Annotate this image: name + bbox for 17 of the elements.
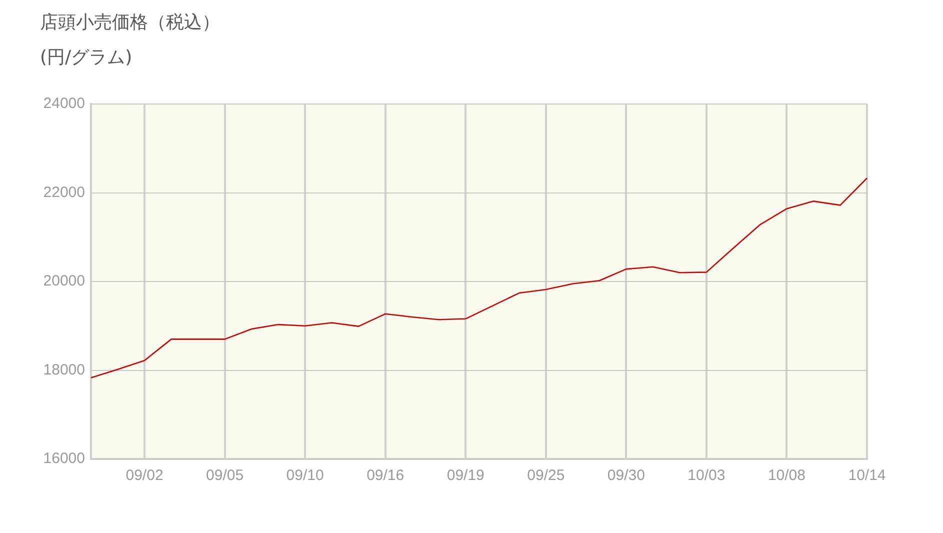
y-tick-label: 24000	[43, 95, 85, 112]
x-tick-label: 09/02	[126, 467, 164, 484]
y-tick-label: 20000	[43, 272, 85, 290]
chart-title: 店頭小売価格（税込）	[40, 11, 220, 34]
x-tick-label: 10/03	[688, 467, 726, 484]
x-tick-label: 09/10	[286, 467, 324, 484]
x-tick-label: 10/14	[848, 467, 886, 484]
x-tick-label: 09/05	[206, 467, 244, 484]
y-tick-label: 22000	[43, 184, 85, 201]
x-tick-label: 10/08	[768, 467, 806, 484]
x-tick-label: 09/19	[446, 467, 484, 484]
x-tick-label: 09/25	[527, 467, 565, 484]
x-tick-label: 09/16	[366, 467, 404, 484]
x-tick-label: 09/30	[607, 467, 645, 484]
y-tick-label: 18000	[43, 361, 85, 378]
y-tick-label: 16000	[43, 450, 85, 468]
chart-subtitle: (円/グラム)	[40, 46, 132, 69]
